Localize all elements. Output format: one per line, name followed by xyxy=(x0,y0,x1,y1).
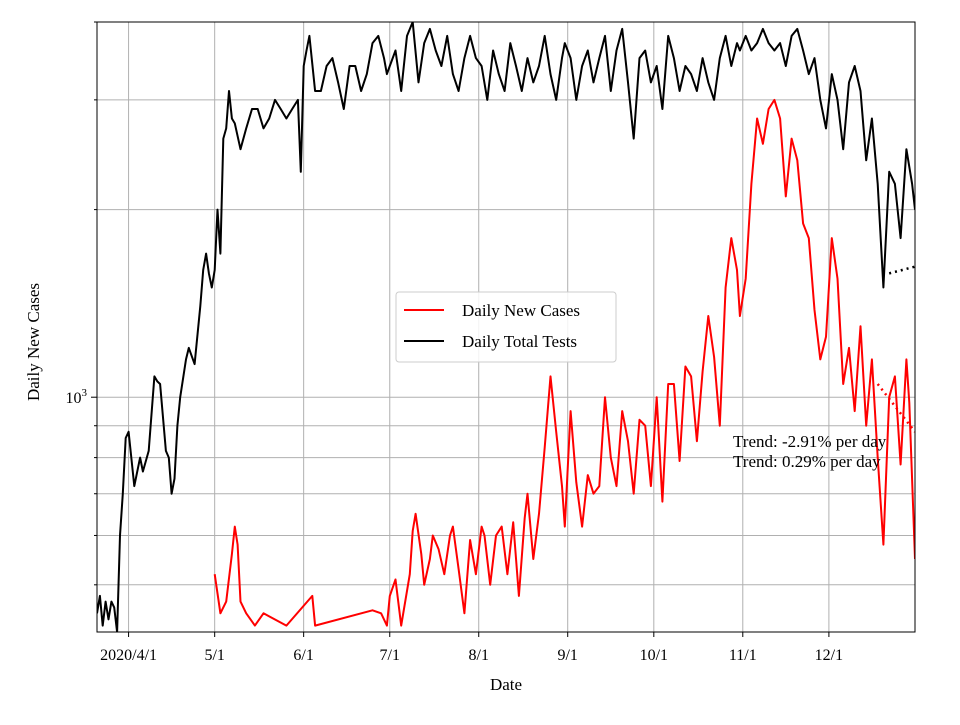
x-tick-label: 10/1 xyxy=(640,647,668,664)
axis-ticks: 2020/4/1 5/1 6/1 7/1 8/1 9/1 10/1 11/1 12/1 103 xyxy=(66,21,843,664)
x-tick-label: 8/1 xyxy=(469,647,489,664)
series-line-daily-total-tests xyxy=(97,22,915,632)
x-axis-label: Date xyxy=(490,675,522,694)
trend-annotation: Trend: -2.91% per day xyxy=(733,432,887,451)
x-tick-label: 12/1 xyxy=(815,647,843,664)
x-tick-label: 9/1 xyxy=(557,647,577,664)
y-axis-label: Daily New Cases xyxy=(24,283,43,401)
x-tick-label: 11/1 xyxy=(729,647,757,664)
x-tick-label: 5/1 xyxy=(204,647,224,664)
x-tick-label: 7/1 xyxy=(380,647,400,664)
legend-label: Daily Total Tests xyxy=(462,332,577,351)
trend-annotation: Trend: 0.29% per day xyxy=(733,452,881,471)
legend: Daily New Cases Daily Total Tests xyxy=(395,291,617,363)
series-lines xyxy=(97,22,915,632)
trend-line xyxy=(888,265,915,275)
legend-box xyxy=(395,291,617,363)
y-tick-label: 103 xyxy=(66,387,88,407)
x-tick-label: 6/1 xyxy=(293,647,313,664)
x-tick-label: 2020/4/1 xyxy=(100,647,157,664)
legend-label: Daily New Cases xyxy=(462,301,580,320)
trend-line xyxy=(876,383,915,433)
series-line-daily-new-cases xyxy=(213,98,915,627)
trend-lines xyxy=(876,265,915,433)
plot-frame xyxy=(96,21,916,633)
